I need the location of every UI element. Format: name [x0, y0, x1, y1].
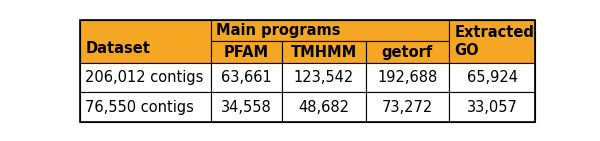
- Text: 63,661: 63,661: [221, 70, 272, 85]
- Text: Dataset: Dataset: [85, 41, 150, 56]
- Bar: [80, 63, 211, 92]
- Bar: [80, 92, 211, 122]
- Bar: [449, 20, 535, 63]
- Bar: [282, 41, 365, 63]
- Text: 65,924: 65,924: [467, 70, 518, 85]
- Bar: [211, 20, 449, 41]
- Text: PFAM: PFAM: [224, 45, 269, 60]
- Text: 33,057: 33,057: [467, 100, 518, 115]
- Text: 76,550 contigs: 76,550 contigs: [85, 100, 194, 115]
- Bar: [211, 41, 282, 63]
- Bar: [365, 63, 449, 92]
- Text: Main programs: Main programs: [216, 23, 341, 38]
- Bar: [449, 63, 535, 92]
- Bar: [80, 20, 211, 63]
- Text: 206,012 contigs: 206,012 contigs: [85, 70, 203, 85]
- Text: getorf: getorf: [382, 45, 433, 60]
- Bar: [365, 92, 449, 122]
- Bar: [365, 41, 449, 63]
- Text: TMHMM: TMHMM: [291, 45, 357, 60]
- Text: 73,272: 73,272: [382, 100, 433, 115]
- Bar: [282, 92, 365, 122]
- Bar: [282, 63, 365, 92]
- Text: 123,542: 123,542: [294, 70, 354, 85]
- Bar: [449, 92, 535, 122]
- Text: 192,688: 192,688: [377, 70, 437, 85]
- Text: 48,682: 48,682: [298, 100, 349, 115]
- Text: 34,558: 34,558: [221, 100, 272, 115]
- Text: Extracted
GO: Extracted GO: [455, 25, 535, 58]
- Bar: [211, 92, 282, 122]
- Bar: [211, 63, 282, 92]
